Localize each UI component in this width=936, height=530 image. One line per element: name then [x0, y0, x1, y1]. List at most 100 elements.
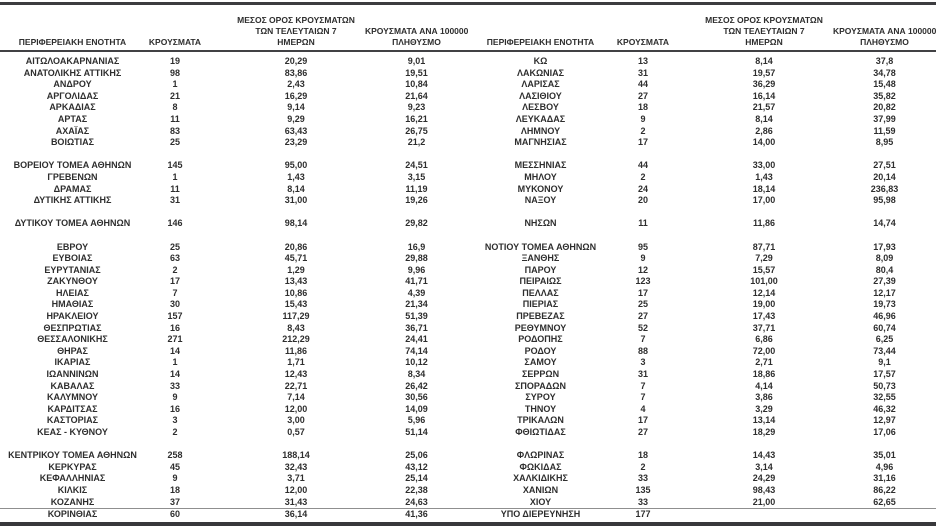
cell-region: ΚΙΛΚΙΣ [57, 484, 88, 495]
cell-avg7: 15,43 [284, 299, 308, 310]
table-row-half: ΦΘΙΩΤΙΔΑΣ 27 18,29 17,06 [468, 427, 936, 439]
table-row-half: ΚΕΦΑΛΛΗΝΙΑΣ 9 3,71 25,14 [0, 473, 468, 485]
cell-cases [613, 149, 673, 161]
cell-region: ΚΕΦΑΛΛΗΝΙΑΣ [39, 473, 106, 484]
cell-per100k: 14,09 [405, 403, 428, 414]
cell-per100k: 17,93 [873, 241, 896, 252]
cell-cases: 135 [635, 484, 651, 495]
table-row-half: ΕΥΒΟΙΑΣ 63 45,71 29,88 [0, 253, 468, 265]
cell-per100k: 16,9 [407, 241, 426, 252]
cell-cases: 25 [637, 299, 648, 310]
table-row-half: ΛΑΡΙΣΑΣ 44 36,29 15,48 [468, 79, 936, 91]
cell-avg7: 3,71 [287, 473, 305, 484]
cell-cases: 7 [172, 287, 178, 298]
cell-region: ΠΕΙΡΑΙΩΣ [519, 276, 562, 287]
cell-region: ΑΡΤΑΣ [57, 113, 88, 124]
cell-cases: 45 [169, 461, 180, 472]
cell-region: ΚΩ [533, 56, 548, 66]
cell-avg7 [673, 509, 833, 520]
cell-region: ΙΩΑΝΝΙΝΩΝ [46, 369, 99, 380]
top-border-rule [0, 2, 936, 5]
cell-cases: 63 [169, 253, 180, 264]
cell-region: ΑΝΔΡΟΥ [53, 79, 92, 90]
table-row-half [0, 439, 468, 451]
cell-region: ΔΡΑΜΑΣ [53, 183, 92, 194]
cell-cases: 31 [637, 369, 648, 380]
cell-per100k: 19,26 [405, 195, 428, 206]
col-header-avg7-line1: ΜΕΣΟΣ ΟΡΟΣ ΚΡΟΥΣΜΑΤΩΝ [237, 15, 355, 25]
cell-avg7: 87,71 [752, 241, 776, 252]
cell-avg7: 20,29 [284, 56, 308, 66]
table-row: ΚΙΛΚΙΣ 18 12,00 22,38 ΧΑΝΙΩΝ 135 98,43 86,22 [0, 485, 936, 497]
cell-avg7: 19,57 [752, 67, 776, 78]
cell-cases: 18 [637, 102, 648, 113]
cell-region: ΞΑΝΘΗΣ [521, 253, 560, 264]
cell-avg7: 23,29 [284, 137, 308, 148]
cell-per100k [365, 439, 468, 451]
table-row-half: ΥΠΟ ΔΙΕΡΕΥΝΗΣΗ 177 [468, 509, 936, 520]
cell-per100k: 5,96 [407, 415, 426, 426]
cell-avg7: 36,14 [284, 509, 308, 520]
cell-region: ΔΥΤΙΚΗΣ ΑΤΤΙΚΗΣ [33, 195, 112, 206]
table-row-half [0, 149, 468, 161]
cell-region: ΧΑΝΙΩΝ [522, 484, 559, 495]
cell-cases [613, 439, 673, 451]
cell-per100k: 19,73 [873, 299, 896, 310]
table-row-half [0, 230, 468, 242]
cell-avg7: 3,29 [755, 403, 773, 414]
table-row-half: ΚΩ 13 8,14 37,8 [468, 56, 936, 68]
cell-avg7: 14,00 [752, 137, 776, 148]
cell-cases: 33 [637, 496, 648, 507]
cell-per100k: 51,39 [405, 311, 428, 322]
cell-per100k [833, 439, 936, 451]
table-row-half: ΠΕΛΛΑΣ 17 12,14 12,17 [468, 288, 936, 300]
cell-cases: 1 [172, 79, 178, 90]
cell-cases: 17 [637, 415, 648, 426]
table-row-half: ΠΙΕΡΙΑΣ 25 19,00 19,73 [468, 299, 936, 311]
table-row-half: ΔΡΑΜΑΣ 11 8,14 11,19 [0, 184, 468, 196]
cell-avg7 [673, 207, 833, 219]
table-row-half: ΣΑΜΟΥ 3 2,71 9,1 [468, 357, 936, 369]
table-row-half: ΕΥΡΥΤΑΝΙΑΣ 2 1,29 9,96 [0, 265, 468, 277]
cell-cases: 20 [637, 195, 648, 206]
table-row: ΑΡΤΑΣ 11 9,29 16,21 ΛΕΥΚΑΔΑΣ 9 8,14 37,99 [0, 114, 936, 126]
cell-avg7: 21,57 [752, 102, 776, 113]
cell-region: ΜΕΣΣΗΝΙΑΣ [514, 160, 567, 171]
cell-cases: 17 [169, 276, 180, 287]
cell-region: ΠΕΛΛΑΣ [522, 287, 559, 298]
table-row-half: ΚΟΖΑΝΗΣ 37 31,43 24,63 [0, 497, 468, 509]
table-row-half: ΜΗΛΟΥ 2 1,43 20,14 [468, 172, 936, 184]
cell-region: ΕΒΡΟΥ [56, 241, 89, 252]
table-row-half: ΤΗΝΟΥ 4 3,29 46,32 [468, 404, 936, 416]
cell-region: ΛΕΣΒΟΥ [522, 102, 559, 113]
cell-avg7: 33,00 [752, 160, 776, 171]
cell-per100k: 25,06 [405, 450, 428, 461]
cell-avg7: 12,14 [752, 287, 776, 298]
cell-avg7 [673, 439, 833, 451]
cell-region: ΚΑΒΑΛΑΣ [50, 380, 95, 391]
table-row-half: ΧΑΝΙΩΝ 135 98,43 86,22 [468, 485, 936, 497]
table-row [0, 230, 936, 242]
table-row: ΔΥΤΙΚΗΣ ΑΤΤΙΚΗΣ 31 31,00 19,26 ΝΑΞΟΥ 20 17,00 9… [0, 195, 936, 207]
table-row-half: ΜΕΣΣΗΝΙΑΣ 44 33,00 27,51 [468, 160, 936, 172]
cell-region: ΣΠΟΡΑΔΩΝ [515, 380, 566, 391]
cell-per100k: 29,88 [405, 253, 428, 264]
cell-region: ΘΕΣΠΡΩΤΙΑΣ [43, 322, 102, 333]
cell-region: ΗΜΑΘΙΑΣ [51, 299, 94, 310]
table-header: ΠΕΡΙΦΕΡΕΙΑΚΗ ΕΝΟΤΗΤΑ ΚΡΟΥΣΜΑΤΑ ΜΕΣΟΣ ΟΡΟ… [0, 6, 936, 50]
cell-avg7: 188,14 [282, 450, 310, 461]
cell-region: ΧΙΟΥ [529, 496, 552, 507]
table-row-half: ΜΥΚΟΝΟΥ 24 18,14 236,83 [468, 184, 936, 196]
cell-region: ΛΕΥΚΑΔΑΣ [515, 113, 566, 124]
cell-per100k: 46,96 [873, 311, 896, 322]
cell-cases: 25 [169, 137, 180, 148]
cell-cases: 18 [169, 484, 180, 495]
table-row: ΑΧΑΪΑΣ 83 63,43 26,75 ΛΗΜΝΟΥ 2 2,86 11,59 [0, 126, 936, 138]
cell-avg7: 7,29 [755, 253, 773, 264]
cell-region: ΣΥΡΟΥ [525, 392, 556, 403]
cell-cases: 30 [169, 299, 180, 310]
table-row-half: ΠΕΙΡΑΙΩΣ 123 101,00 27,39 [468, 276, 936, 288]
cell-region: ΣΕΡΡΩΝ [521, 369, 560, 380]
bottom-border-rule [0, 522, 936, 526]
cell-region: ΑΡΚΑΔΙΑΣ [49, 102, 96, 113]
